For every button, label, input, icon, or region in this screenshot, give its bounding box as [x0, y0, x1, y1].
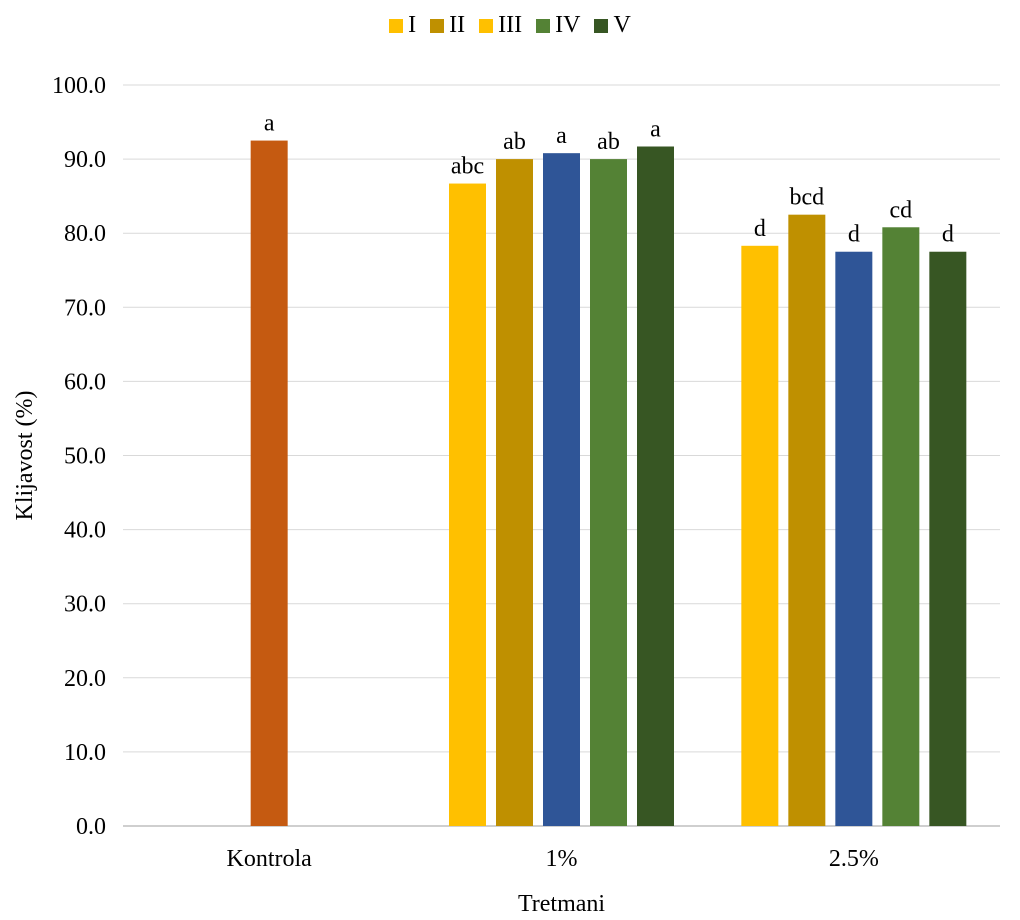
legend-item: V	[594, 12, 631, 39]
legend-item: I	[389, 12, 416, 39]
data-label: d	[848, 222, 860, 248]
bar	[543, 153, 580, 826]
bar	[929, 251, 967, 827]
data-label: a	[650, 117, 661, 143]
legend-item: II	[430, 12, 465, 39]
y-tick-label: 100.0	[52, 73, 106, 99]
legend-label: III	[498, 12, 523, 38]
legend-label: IV	[555, 12, 581, 38]
x-axis-title: Tretmani	[518, 891, 605, 917]
y-tick-label: 60.0	[64, 369, 106, 395]
legend-label: II	[449, 12, 466, 38]
data-label: abc	[451, 154, 484, 180]
data-label: a	[264, 111, 275, 137]
y-tick-label: 80.0	[64, 221, 106, 247]
y-tick-label: 50.0	[64, 444, 106, 470]
x-tick-label: 2.5%	[829, 846, 879, 872]
x-tick-label: 1%	[546, 846, 578, 872]
bar	[590, 159, 627, 827]
y-tick-label: 10.0	[64, 740, 106, 766]
bar	[637, 146, 674, 827]
legend-swatch	[594, 18, 609, 33]
data-label: ab	[503, 129, 526, 155]
bar	[496, 159, 533, 827]
data-label: bcd	[790, 185, 825, 211]
legend-item: III	[479, 12, 522, 39]
data-label: a	[556, 123, 567, 149]
y-tick-label: 40.0	[64, 518, 106, 544]
legend-label: V	[613, 12, 631, 38]
data-label: d	[754, 216, 766, 242]
data-label: ab	[597, 129, 620, 155]
legend-swatch	[430, 18, 445, 33]
legend-swatch	[536, 18, 551, 33]
bar	[882, 227, 920, 827]
bar	[788, 214, 826, 827]
bar	[835, 251, 873, 827]
bar	[449, 183, 486, 827]
y-tick-label: 30.0	[64, 592, 106, 618]
x-tick-label: Kontrola	[227, 846, 313, 872]
data-label: d	[942, 222, 954, 248]
legend: I II III IV V	[0, 12, 1020, 39]
bar	[741, 245, 779, 826]
legend-swatch	[479, 18, 494, 33]
y-tick-label: 90.0	[64, 147, 106, 173]
y-tick-label: 0.0	[76, 814, 106, 840]
y-tick-label: 70.0	[64, 295, 106, 321]
legend-swatch	[389, 18, 404, 33]
y-axis-title: Klijavost (%)	[12, 391, 38, 521]
legend-label: I	[408, 12, 417, 38]
data-label: cd	[890, 197, 913, 223]
y-tick-label: 20.0	[64, 666, 106, 692]
bar	[250, 140, 288, 826]
legend-item: IV	[536, 12, 580, 39]
